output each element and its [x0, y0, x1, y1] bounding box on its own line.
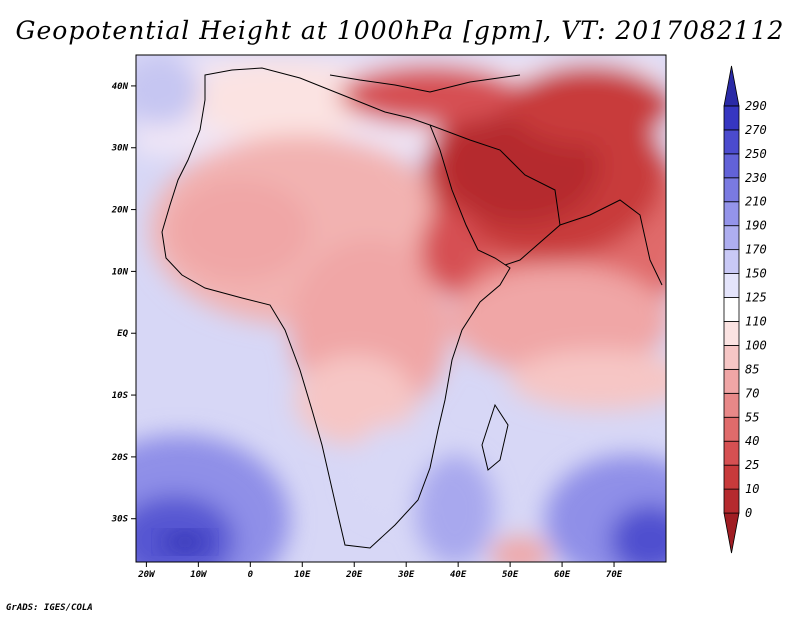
colorbar-label: 170: [745, 243, 767, 257]
y-tick-label: 40N: [112, 82, 129, 92]
colorbar-swatch: [723, 512, 740, 554]
colorbar-swatch: [723, 153, 740, 179]
colorbar-label: 190: [745, 219, 767, 233]
colorbar-label: 55: [745, 410, 759, 424]
colorbar-swatch: [723, 464, 740, 490]
x-axis: 20W 10W 0 10E 20E 30E 40E 50E 60E 70E: [137, 562, 623, 580]
plot-frame: [135, 54, 667, 563]
colorbar-label: 70: [745, 386, 759, 400]
colorbar-label: 40: [745, 434, 759, 448]
colorbar-label: 0: [745, 506, 752, 520]
y-tick-label: 30N: [111, 144, 129, 154]
colorbar-swatch: [723, 416, 740, 442]
colorbar-label: 290: [745, 99, 767, 113]
colorbar-swatch: [723, 273, 740, 298]
y-tick-label: EQ: [117, 329, 128, 339]
coastlines: [161, 67, 663, 549]
colorbar-swatch: [723, 177, 740, 203]
y-axis: 40N 30N 20N 10N EQ 10S 20S 30S: [111, 82, 136, 525]
colorbar-swatch: [723, 65, 740, 107]
colorbar: 0 10 25 40 55 70 85 100 110 125 150 170 190 210 230 250…: [723, 65, 767, 554]
x-tick-label: 20E: [345, 570, 363, 580]
colorbar-swatch: [723, 249, 740, 274]
y-tick-label: 10N: [112, 267, 129, 277]
colorbar-swatch: [723, 368, 740, 394]
x-tick-label: 10W: [190, 570, 208, 580]
high-centre: [161, 532, 209, 552]
colorbar-label: 110: [745, 314, 767, 328]
colorbar-swatch: [723, 488, 740, 514]
colorbar-swatch: [723, 321, 740, 346]
colorbar-swatch: [723, 297, 740, 322]
y-tick-label: 10S: [112, 391, 129, 401]
x-tick-label: 0: [248, 570, 254, 580]
colorbar-swatch: [723, 225, 740, 251]
x-tick-label: 50E: [502, 570, 519, 580]
colorbar-label: 150: [745, 267, 767, 281]
colorbar-label: 25: [745, 458, 759, 472]
x-tick-label: 40E: [450, 570, 467, 580]
colorbar-label: 125: [745, 291, 767, 305]
colorbar-swatch: [723, 392, 740, 418]
colorbar-label: 100: [745, 338, 767, 352]
chart-title: Geopotential Height at 1000hPa [gpm], VT…: [15, 16, 785, 45]
colorbar-label: 85: [745, 362, 759, 376]
colorbar-swatch: [723, 105, 740, 131]
colorbar-label: 230: [745, 171, 767, 185]
colorbar-label: 10: [745, 482, 759, 496]
field-shading: [136, 55, 666, 562]
x-tick-label: 70E: [606, 570, 623, 580]
colorbar-swatch: [723, 440, 740, 466]
x-tick-label: 30E: [397, 570, 415, 580]
credit-label: GrADS: IGES/COLA: [6, 603, 93, 613]
colorbar-label: 210: [745, 195, 767, 209]
x-tick-label: 10E: [294, 570, 311, 580]
y-tick-label: 20N: [111, 206, 129, 216]
colorbar-swatch: [723, 345, 740, 370]
x-tick-label: 20W: [137, 570, 156, 580]
colorbar-swatch: [723, 129, 740, 155]
y-tick-label: 20S: [111, 453, 129, 463]
colorbar-swatch: [723, 201, 740, 227]
x-tick-label: 60E: [554, 570, 571, 580]
y-tick-label: 30S: [111, 515, 129, 525]
height-field: [136, 55, 666, 562]
colorbar-label: 250: [745, 147, 767, 161]
colorbar-label: 270: [745, 123, 767, 137]
